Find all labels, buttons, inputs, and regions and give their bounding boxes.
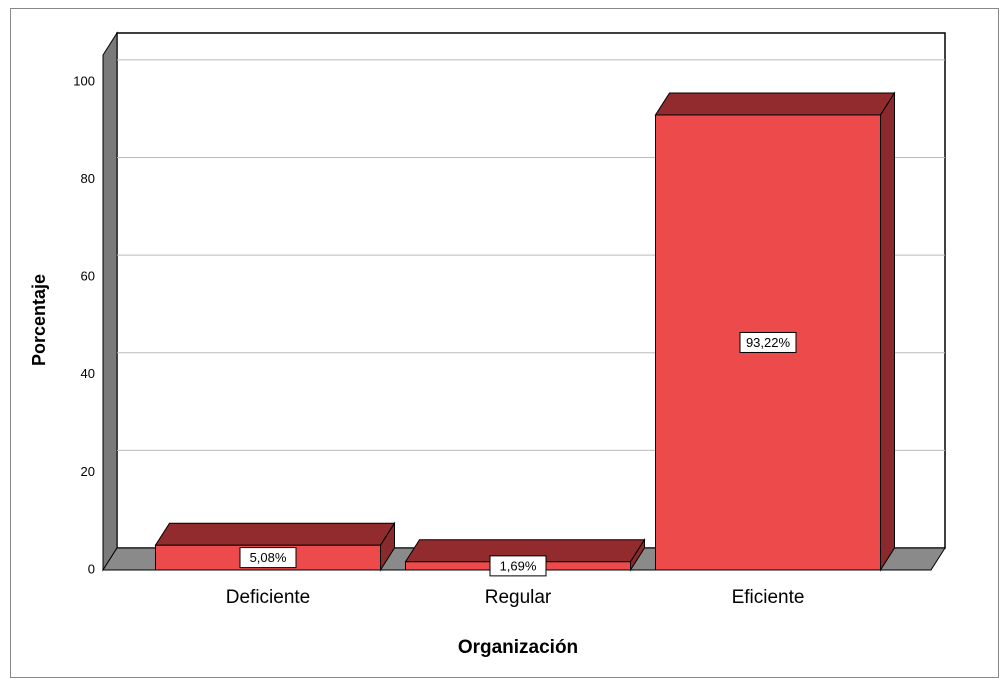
- y-axis-title: Porcentaje: [29, 274, 49, 366]
- value-label-box: [489, 555, 547, 577]
- y-tick-label: 40: [81, 366, 95, 381]
- x-tick-label: Regular: [485, 587, 552, 608]
- x-axis-title: Organización: [458, 637, 578, 658]
- value-label: 5,08%: [250, 550, 287, 565]
- x-tick-label: Eficiente: [732, 587, 805, 608]
- y-tick-label: 20: [81, 464, 95, 479]
- bar-top: [154, 522, 396, 546]
- value-label-box: [739, 331, 797, 353]
- value-label-box: [239, 547, 297, 569]
- bar-top: [654, 92, 896, 116]
- bar-side: [880, 91, 895, 572]
- value-label: 93,22%: [746, 335, 791, 350]
- x-tick-label: Deficiente: [226, 587, 311, 608]
- y-tick-label: 100: [73, 73, 95, 88]
- left-wall: [102, 31, 118, 572]
- value-label: 1,69%: [500, 558, 537, 573]
- y-tick-label: 0: [88, 561, 95, 576]
- y-tick-label: 80: [81, 171, 95, 186]
- y-tick-label: 60: [81, 269, 95, 284]
